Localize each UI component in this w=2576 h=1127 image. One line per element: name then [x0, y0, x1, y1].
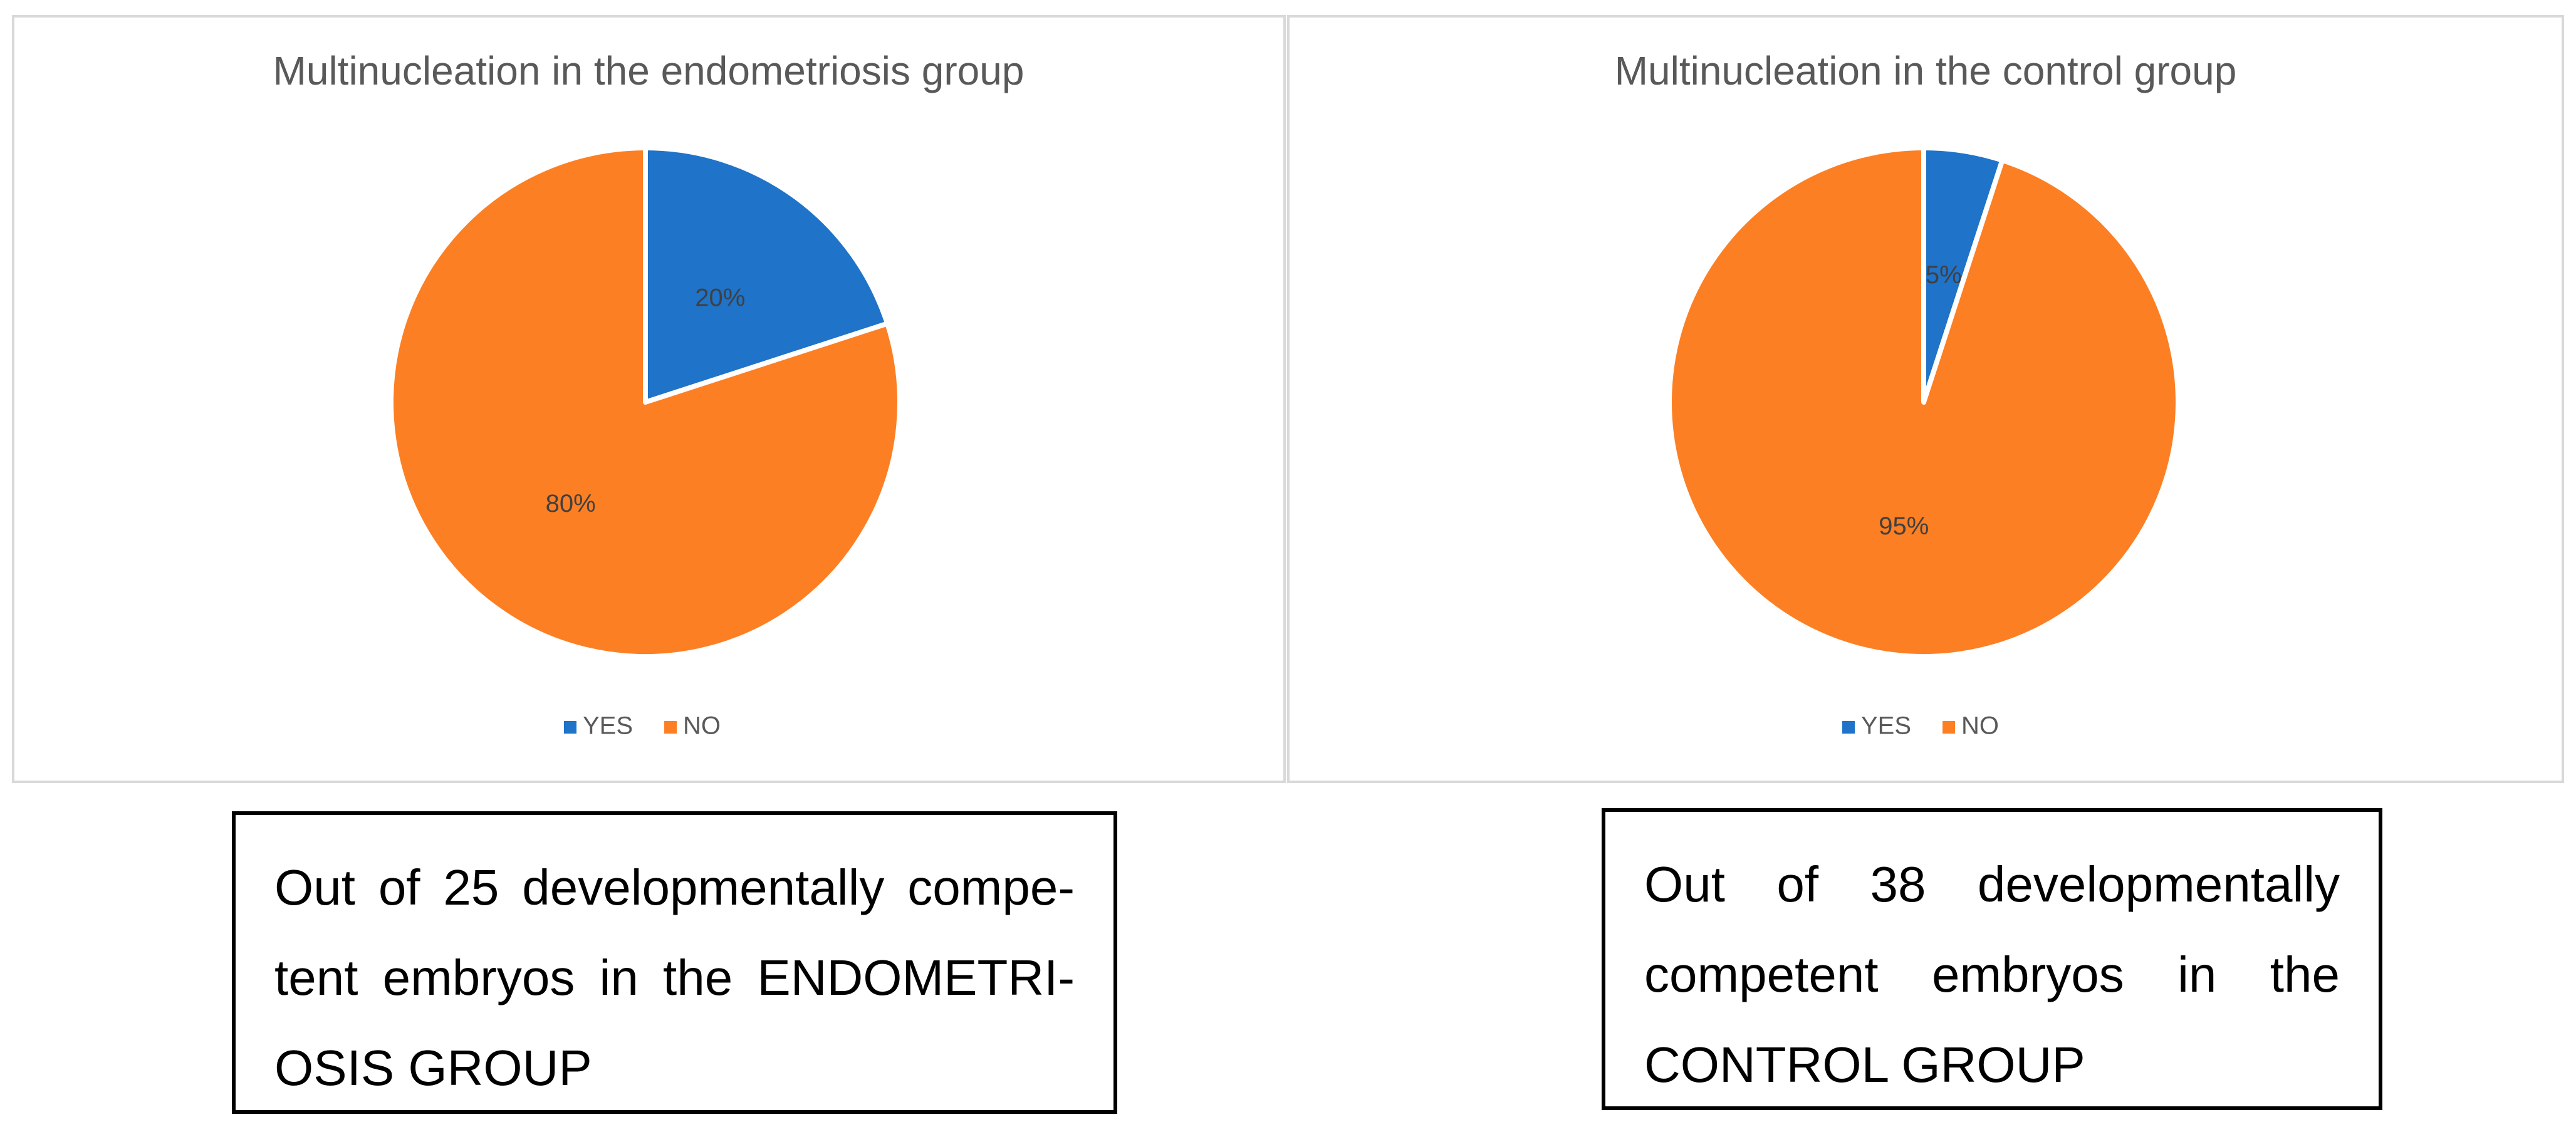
legend-swatch — [664, 721, 677, 734]
pie-slice — [643, 145, 890, 405]
legend-label: YES — [1861, 712, 1911, 740]
text-line: OSIS GROUP — [274, 1040, 592, 1096]
legend-swatch — [1942, 721, 1956, 734]
data-label: 80% — [546, 490, 596, 517]
text-box: Out of 38 developmentally competent embry… — [1602, 808, 2382, 1110]
legend-label: NO — [1961, 712, 1999, 740]
pie-slice — [1667, 145, 2181, 659]
pie-slice — [388, 145, 902, 659]
chart-title: Multinucleation in the endometriosis gro… — [273, 48, 1025, 93]
charts: 20% 80% Multinucleation in the endometrios… — [12, 15, 2564, 783]
text-line: Out of 38 developmentally — [1644, 856, 2340, 912]
text-line: Out of 25 developmentally compe- — [274, 860, 1075, 915]
data-label: 5% — [1926, 261, 1962, 289]
legend-label: YES — [583, 712, 633, 740]
text-box: Out of 25 developmentally compe-tent emb… — [232, 811, 1117, 1114]
legend-label: NO — [683, 712, 721, 740]
legend-swatch — [1842, 721, 1855, 734]
legend-swatch — [564, 721, 576, 734]
text-line: competent embryos in the — [1644, 947, 2340, 1002]
chart-title: Multinucleation in the control group — [1615, 48, 2237, 93]
data-label: 20% — [695, 284, 745, 311]
text-line: tent embryos in the ENDOMETRI- — [274, 950, 1075, 1005]
text-line: CONTROL GROUP — [1644, 1037, 2085, 1093]
data-label: 95% — [1879, 512, 1929, 540]
